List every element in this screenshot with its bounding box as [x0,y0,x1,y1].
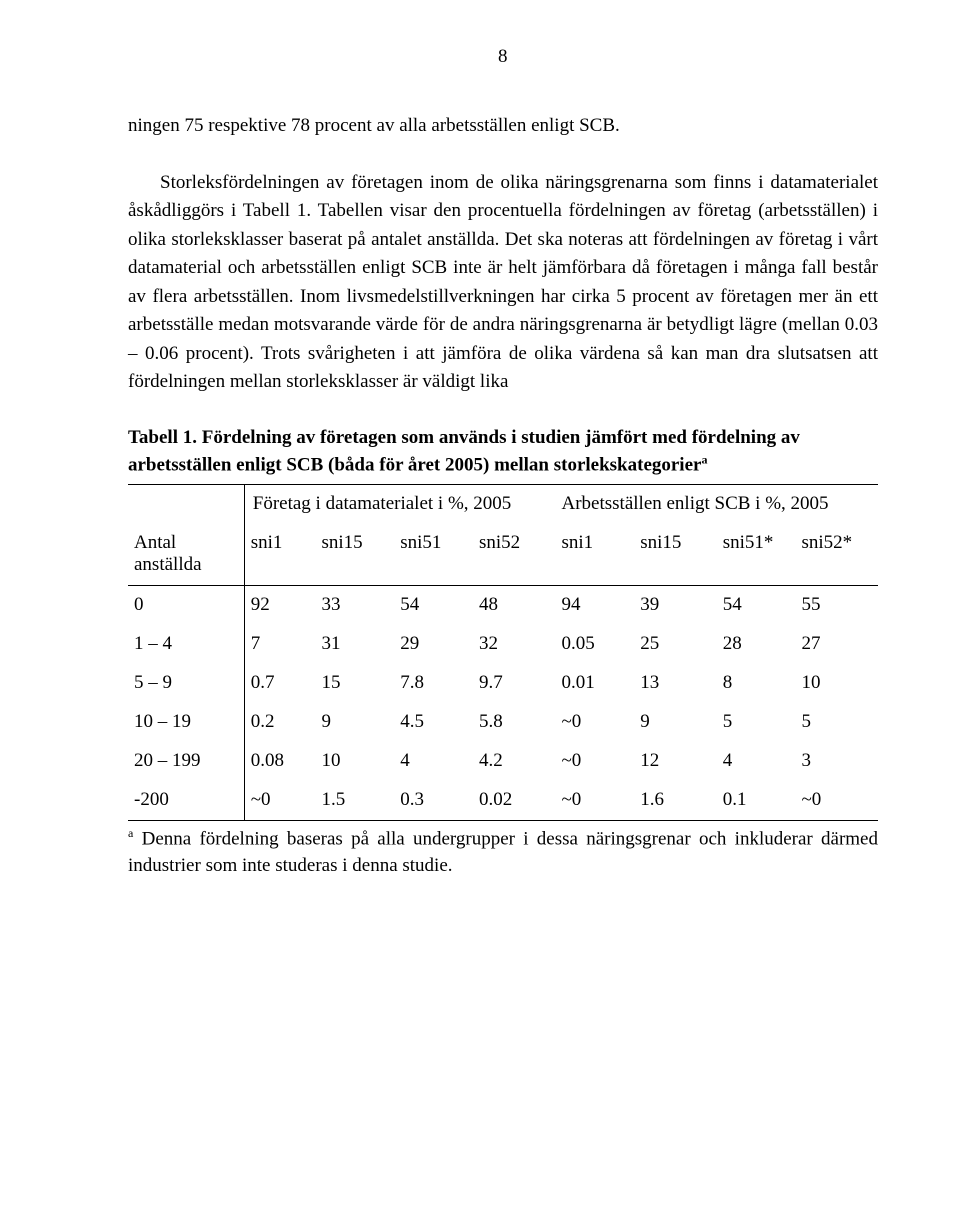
table-cell: ~0 [556,703,635,742]
table-cell: 9 [634,703,717,742]
table-cell: 0.3 [394,781,473,821]
table-cell: 9 [316,703,395,742]
table-row: -200 ~0 1.5 0.3 0.02 ~0 1.6 0.1 ~0 [128,781,878,821]
table-cell: 5 [796,703,879,742]
table-caption-bold: Tabell 1. Fördelning av företagen som an… [128,427,800,476]
table-cell: 9.7 [473,664,556,703]
table-cell: 28 [717,625,796,664]
table-footnote: a Denna fördelning baseras på alla under… [128,825,878,880]
table-row: 0 92 33 54 48 94 39 54 55 [128,585,878,625]
table-cell: ~0 [556,742,635,781]
table-cell: 32 [473,625,556,664]
table-cell: 3 [796,742,879,781]
col-header: sni51 [394,524,473,586]
col-header: sni52* [796,524,879,586]
table-cell: 33 [316,585,395,625]
table-cell: 0.7 [244,664,315,703]
row-label: 20 – 199 [128,742,244,781]
row-label: 1 – 4 [128,625,244,664]
table-cell: 27 [796,625,879,664]
table-column-headers: Antal anställda sni1 sni15 sni51 sni52 s… [128,524,878,586]
table-cell: 31 [316,625,395,664]
row-label: 0 [128,585,244,625]
table-cell: 54 [394,585,473,625]
row-label: -200 [128,781,244,821]
table-cell: 29 [394,625,473,664]
row-label: 5 – 9 [128,664,244,703]
table-cell: ~0 [556,781,635,821]
table-cell: 92 [244,585,315,625]
section-header-left: Företag i datamaterialet i %, 2005 [244,484,555,524]
table-cell: 10 [796,664,879,703]
table-caption-superscript: a [701,452,707,466]
data-table: Företag i datamaterialet i %, 2005 Arbet… [128,484,878,821]
col-header: sni15 [634,524,717,586]
table-cell: ~0 [244,781,315,821]
table-row: 20 – 199 0.08 10 4 4.2 ~0 12 4 3 [128,742,878,781]
table-cell: 55 [796,585,879,625]
table-cell: 7.8 [394,664,473,703]
table-row: 1 – 4 7 31 29 32 0.05 25 28 27 [128,625,878,664]
row-label-header: Antal anställda [128,524,244,586]
table-cell: 0.2 [244,703,315,742]
table-cell: 0.1 [717,781,796,821]
col-header: sni15 [316,524,395,586]
table-cell: 1.6 [634,781,717,821]
table-cell: 4.5 [394,703,473,742]
paragraph-2: Storleksfördelningen av företagen inom d… [128,169,878,397]
col-header: sni52 [473,524,556,586]
table-cell: 25 [634,625,717,664]
col-header: sni1 [244,524,315,586]
table-row: 5 – 9 0.7 15 7.8 9.7 0.01 13 8 10 [128,664,878,703]
table-cell: 12 [634,742,717,781]
table-corner-blank [128,484,244,524]
col-header: sni1 [556,524,635,586]
table-cell: 39 [634,585,717,625]
table-cell: 0.02 [473,781,556,821]
table-cell: ~0 [796,781,879,821]
paragraph-1: ningen 75 respektive 78 procent av alla … [128,112,878,141]
table-cell: 10 [316,742,395,781]
col-header: sni51* [717,524,796,586]
page-number: 8 [128,46,878,68]
table-cell: 48 [473,585,556,625]
row-label: 10 – 19 [128,703,244,742]
table-cell: 15 [316,664,395,703]
table-cell: 13 [634,664,717,703]
document-page: 8 ningen 75 respektive 78 procent av all… [0,0,960,1212]
table-section-headers: Företag i datamaterialet i %, 2005 Arbet… [128,484,878,524]
table-cell: 5 [717,703,796,742]
table-cell: 5.8 [473,703,556,742]
table-cell: 8 [717,664,796,703]
table-cell: 0.08 [244,742,315,781]
table-row: 10 – 19 0.2 9 4.5 5.8 ~0 9 5 5 [128,703,878,742]
section-header-right: Arbetsställen enligt SCB i %, 2005 [556,484,879,524]
table-cell: 4.2 [473,742,556,781]
footnote-text: Denna fördelning baseras på alla undergr… [128,828,878,876]
table-cell: 94 [556,585,635,625]
table-cell: 4 [717,742,796,781]
table-cell: 54 [717,585,796,625]
table-cell: 0.05 [556,625,635,664]
table-cell: 0.01 [556,664,635,703]
table-cell: 4 [394,742,473,781]
table-cell: 1.5 [316,781,395,821]
table-cell: 7 [244,625,315,664]
table-caption: Tabell 1. Fördelning av företagen som an… [128,425,878,480]
